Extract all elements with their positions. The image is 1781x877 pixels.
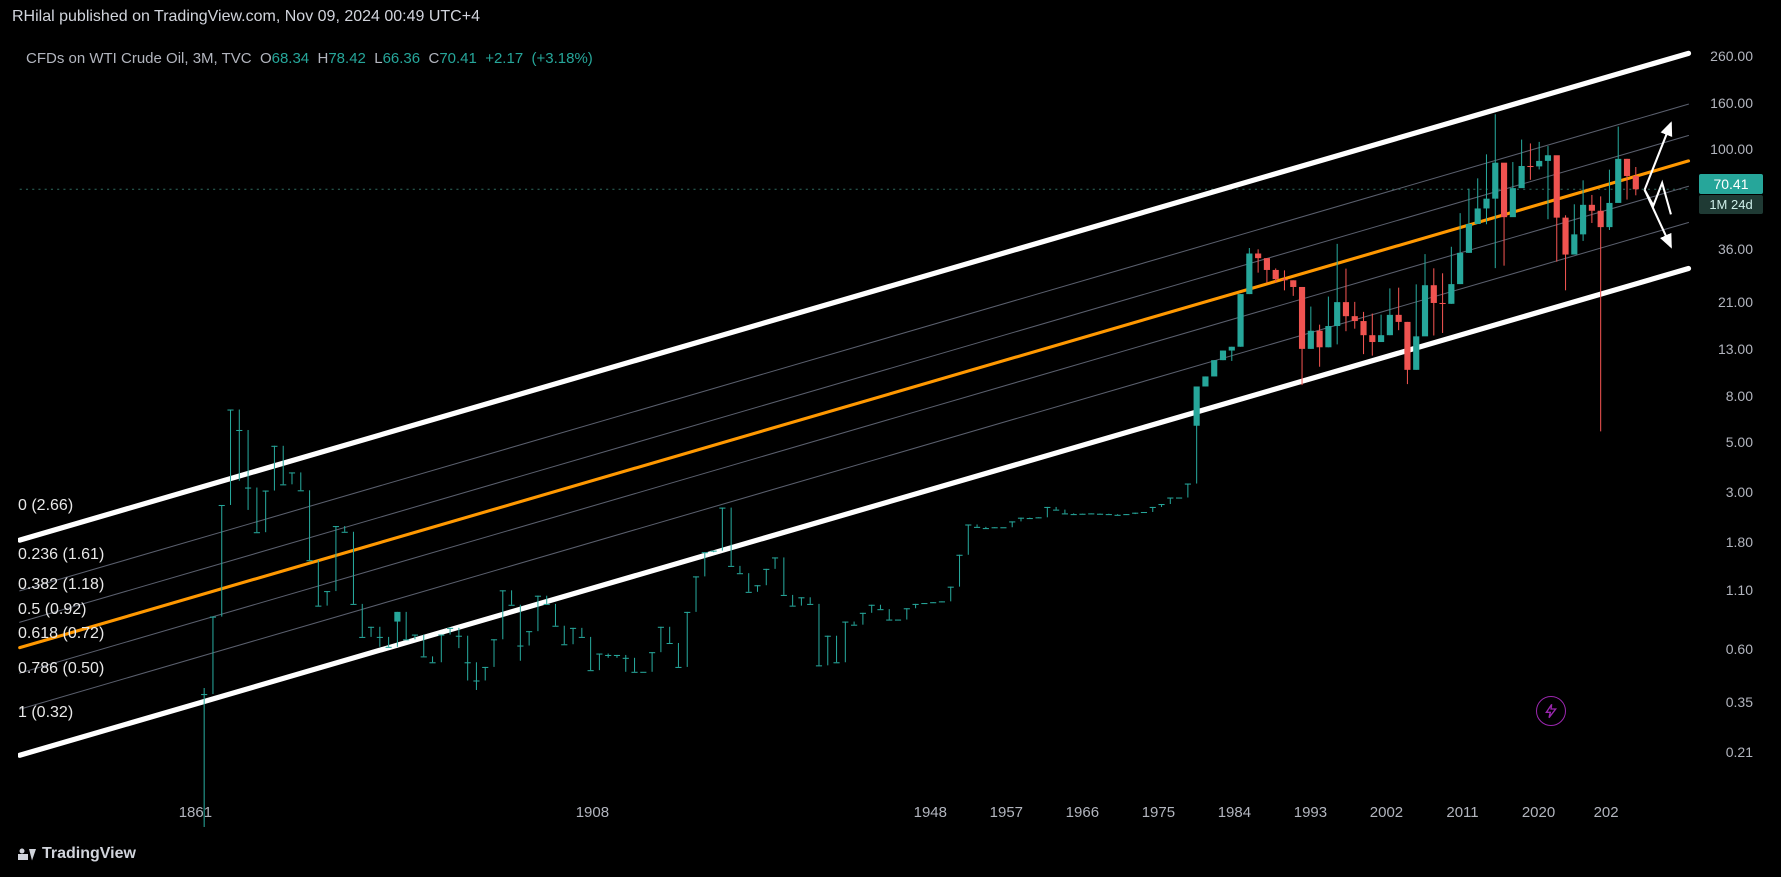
screenshot-root: RHilal published on TradingView.com, Nov… bbox=[0, 0, 1781, 877]
brand-text: TradingView bbox=[42, 845, 136, 863]
x-tick: 1993 bbox=[1294, 804, 1327, 821]
fib-label: 0.5 (0.92) bbox=[18, 601, 63, 619]
x-tick: 2002 bbox=[1370, 804, 1403, 821]
symbol-name: CFDs on WTI Crude Oil, 3M, TVC bbox=[26, 50, 252, 67]
x-tick: 1975 bbox=[1142, 804, 1175, 821]
tradingview-logo-icon bbox=[18, 845, 36, 863]
brand-footer: TradingView bbox=[18, 845, 136, 863]
x-tick: 1984 bbox=[1218, 804, 1251, 821]
y-tick: 5.00 bbox=[1726, 434, 1753, 450]
lightning-icon bbox=[1543, 703, 1559, 719]
y-tick: 13.00 bbox=[1718, 341, 1753, 357]
y-tick: 3.00 bbox=[1726, 484, 1753, 500]
fib-label: 1 (0.32) bbox=[18, 704, 63, 722]
ohlc-open: 68.34 bbox=[272, 50, 310, 67]
y-tick: 36.00 bbox=[1718, 241, 1753, 257]
y-tick: 0.35 bbox=[1726, 694, 1753, 710]
ohlc-high: 78.42 bbox=[328, 50, 366, 67]
ohlc-bar: CFDs on WTI Crude Oil, 3M, TVC O68.34 H7… bbox=[26, 50, 593, 67]
x-tick: 1948 bbox=[914, 804, 947, 821]
ohlc-change: +2.17 bbox=[485, 50, 523, 67]
x-tick: 2020 bbox=[1522, 804, 1555, 821]
y-tick: 0.60 bbox=[1726, 641, 1753, 657]
fib-label: 0.382 (1.18) bbox=[18, 576, 63, 594]
ohlc-change-pct: (+3.18%) bbox=[532, 50, 593, 67]
y-tick: 160.00 bbox=[1710, 95, 1753, 111]
publish-header: RHilal published on TradingView.com, Nov… bbox=[12, 8, 480, 26]
fib-label: 0.618 (0.72) bbox=[18, 625, 63, 643]
y-tick: 260.00 bbox=[1710, 48, 1753, 64]
ohlc-low: 66.36 bbox=[383, 50, 421, 67]
y-tick: 1.10 bbox=[1726, 582, 1753, 598]
y-tick: 21.00 bbox=[1718, 294, 1753, 310]
y-tick: 8.00 bbox=[1726, 388, 1753, 404]
fib-label: 0 (2.66) bbox=[18, 497, 63, 515]
chart-panel: CFDs on WTI Crude Oil, 3M, TVC O68.34 H7… bbox=[18, 42, 1763, 827]
ohlc-close: 70.41 bbox=[439, 50, 477, 67]
fib-label: 0.786 (0.50) bbox=[18, 660, 63, 678]
x-tick: 1908 bbox=[576, 804, 609, 821]
y-tick: 1.80 bbox=[1726, 534, 1753, 550]
time-axis[interactable]: 1861 1908 1948 1957 1966 1975 1984 1993 2002 2011… bbox=[18, 797, 1693, 827]
chart-svg[interactable] bbox=[18, 42, 1763, 827]
countdown-badge: 1M 24d bbox=[1699, 195, 1763, 214]
fib-label: 0.236 (1.61) bbox=[18, 546, 63, 564]
x-tick: 1861 bbox=[179, 804, 212, 821]
x-tick: 202 bbox=[1594, 804, 1619, 821]
price-axis[interactable]: 260.00 160.00 100.00 36.00 21.00 13.00 8.00 5.0… bbox=[1693, 42, 1763, 797]
x-tick: 2011 bbox=[1446, 804, 1478, 821]
snapshot-button[interactable] bbox=[1536, 696, 1566, 726]
y-tick: 100.00 bbox=[1710, 141, 1753, 157]
y-tick: 0.21 bbox=[1726, 744, 1753, 760]
x-tick: 1957 bbox=[990, 804, 1023, 821]
current-price-badge: 70.41 bbox=[1699, 174, 1763, 194]
x-tick: 1966 bbox=[1066, 804, 1099, 821]
